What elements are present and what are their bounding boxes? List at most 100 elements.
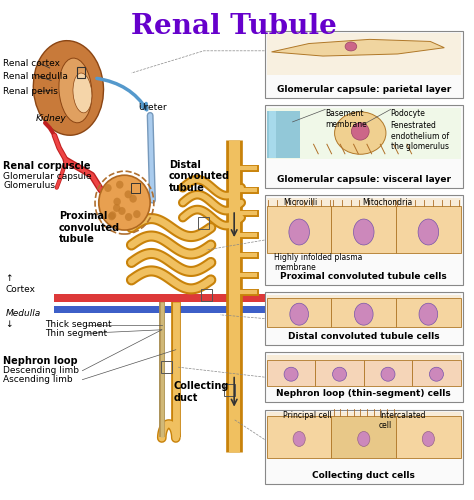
Ellipse shape (290, 303, 309, 325)
Text: Renal pelvis: Renal pelvis (3, 87, 58, 96)
Ellipse shape (355, 303, 373, 325)
Text: Glomerular capsule: parietal layer: Glomerular capsule: parietal layer (277, 85, 451, 94)
Bar (267, 110, 300, 158)
Circle shape (125, 213, 132, 221)
Ellipse shape (73, 73, 92, 113)
Text: Glomerular capsule: Glomerular capsule (3, 172, 91, 180)
Bar (264, 410, 463, 484)
Text: Kidney: Kidney (36, 114, 66, 124)
Text: Distal convoluted tubule cells: Distal convoluted tubule cells (288, 332, 439, 340)
Bar (396, 298, 461, 328)
Circle shape (99, 175, 150, 230)
Ellipse shape (418, 219, 438, 245)
Bar (55, 294, 297, 302)
Bar (396, 206, 461, 254)
Ellipse shape (354, 219, 374, 245)
Text: Glomerulus: Glomerulus (3, 180, 55, 190)
Text: Highly infolded plasma
membrane: Highly infolded plasma membrane (274, 253, 362, 272)
Text: Ureter: Ureter (138, 104, 167, 112)
Circle shape (104, 184, 112, 192)
Bar (201, 289, 212, 301)
Text: Distal
convoluted
tubule: Distal convoluted tubule (169, 160, 230, 193)
Bar (315, 360, 364, 386)
Ellipse shape (422, 432, 435, 446)
Bar (267, 33, 461, 75)
Text: Descending limb: Descending limb (3, 366, 79, 375)
Bar (131, 182, 140, 192)
Circle shape (113, 204, 120, 212)
Ellipse shape (345, 42, 357, 51)
Ellipse shape (335, 112, 386, 154)
Text: Collecting
duct: Collecting duct (173, 382, 229, 403)
Text: Medulla
↓: Medulla ↓ (5, 309, 41, 328)
Bar (267, 354, 461, 386)
Text: Proximal convoluted tubule cells: Proximal convoluted tubule cells (281, 272, 447, 281)
Bar (267, 416, 331, 459)
Bar (264, 292, 463, 344)
Text: Microvilli: Microvilli (283, 198, 318, 206)
Bar (55, 294, 297, 302)
Bar (364, 360, 412, 386)
Text: Renal Tubule: Renal Tubule (131, 13, 337, 40)
Circle shape (118, 207, 126, 215)
Text: Renal medulla: Renal medulla (3, 72, 68, 81)
Text: Nephron loop: Nephron loop (3, 356, 78, 366)
Bar (198, 216, 210, 228)
Bar (224, 384, 235, 396)
Bar (267, 360, 315, 386)
Ellipse shape (333, 367, 346, 381)
Text: Fenestrated
endothelium of
the glomerulus: Fenestrated endothelium of the glomerulu… (391, 122, 449, 151)
Ellipse shape (59, 58, 92, 123)
Bar (264, 106, 463, 188)
Bar (267, 295, 461, 328)
Text: Glomerular capsule: visceral layer: Glomerular capsule: visceral layer (277, 174, 451, 184)
Ellipse shape (419, 303, 438, 325)
Ellipse shape (351, 122, 369, 140)
Text: Podocyte: Podocyte (391, 110, 426, 118)
Ellipse shape (429, 367, 444, 381)
Circle shape (109, 212, 116, 219)
Text: Basement
membrane: Basement membrane (325, 110, 367, 129)
Ellipse shape (293, 432, 305, 446)
Bar (331, 298, 396, 328)
Bar (161, 361, 172, 373)
Circle shape (125, 190, 132, 198)
Ellipse shape (33, 40, 103, 136)
Bar (77, 67, 85, 78)
Bar (264, 30, 463, 98)
Text: Principal cell: Principal cell (283, 410, 332, 420)
Text: Collecting duct cells: Collecting duct cells (312, 472, 415, 480)
Text: Intercalated
cell: Intercalated cell (379, 410, 426, 430)
Bar (331, 206, 396, 254)
Text: Proximal
convoluted
tubule: Proximal convoluted tubule (59, 211, 120, 244)
Circle shape (133, 210, 141, 218)
Bar (267, 198, 461, 254)
Ellipse shape (289, 219, 310, 245)
Text: Nephron loop (thin-segment) cells: Nephron loop (thin-segment) cells (276, 389, 451, 398)
Bar (267, 206, 331, 254)
Bar (267, 108, 461, 159)
Bar (55, 306, 297, 313)
Polygon shape (272, 40, 444, 56)
Text: Mitochondria: Mitochondria (363, 198, 413, 206)
Text: Renal corpuscle: Renal corpuscle (3, 161, 91, 171)
Text: Thin segment: Thin segment (45, 329, 107, 338)
Bar (267, 412, 461, 459)
Bar (264, 352, 463, 402)
Text: Renal cortex: Renal cortex (3, 58, 60, 68)
Bar (264, 195, 463, 285)
Circle shape (129, 194, 137, 202)
Circle shape (116, 180, 124, 188)
Circle shape (108, 212, 115, 220)
Bar (412, 360, 461, 386)
Bar (267, 298, 331, 328)
Bar (269, 110, 276, 158)
Bar (55, 306, 297, 313)
Ellipse shape (284, 367, 298, 381)
Bar (331, 416, 396, 459)
Ellipse shape (358, 432, 370, 446)
Bar (396, 416, 461, 459)
Text: ↑
Cortex: ↑ Cortex (5, 274, 36, 293)
Text: Thick segment: Thick segment (45, 320, 112, 330)
Text: Ascending limb: Ascending limb (3, 375, 73, 384)
